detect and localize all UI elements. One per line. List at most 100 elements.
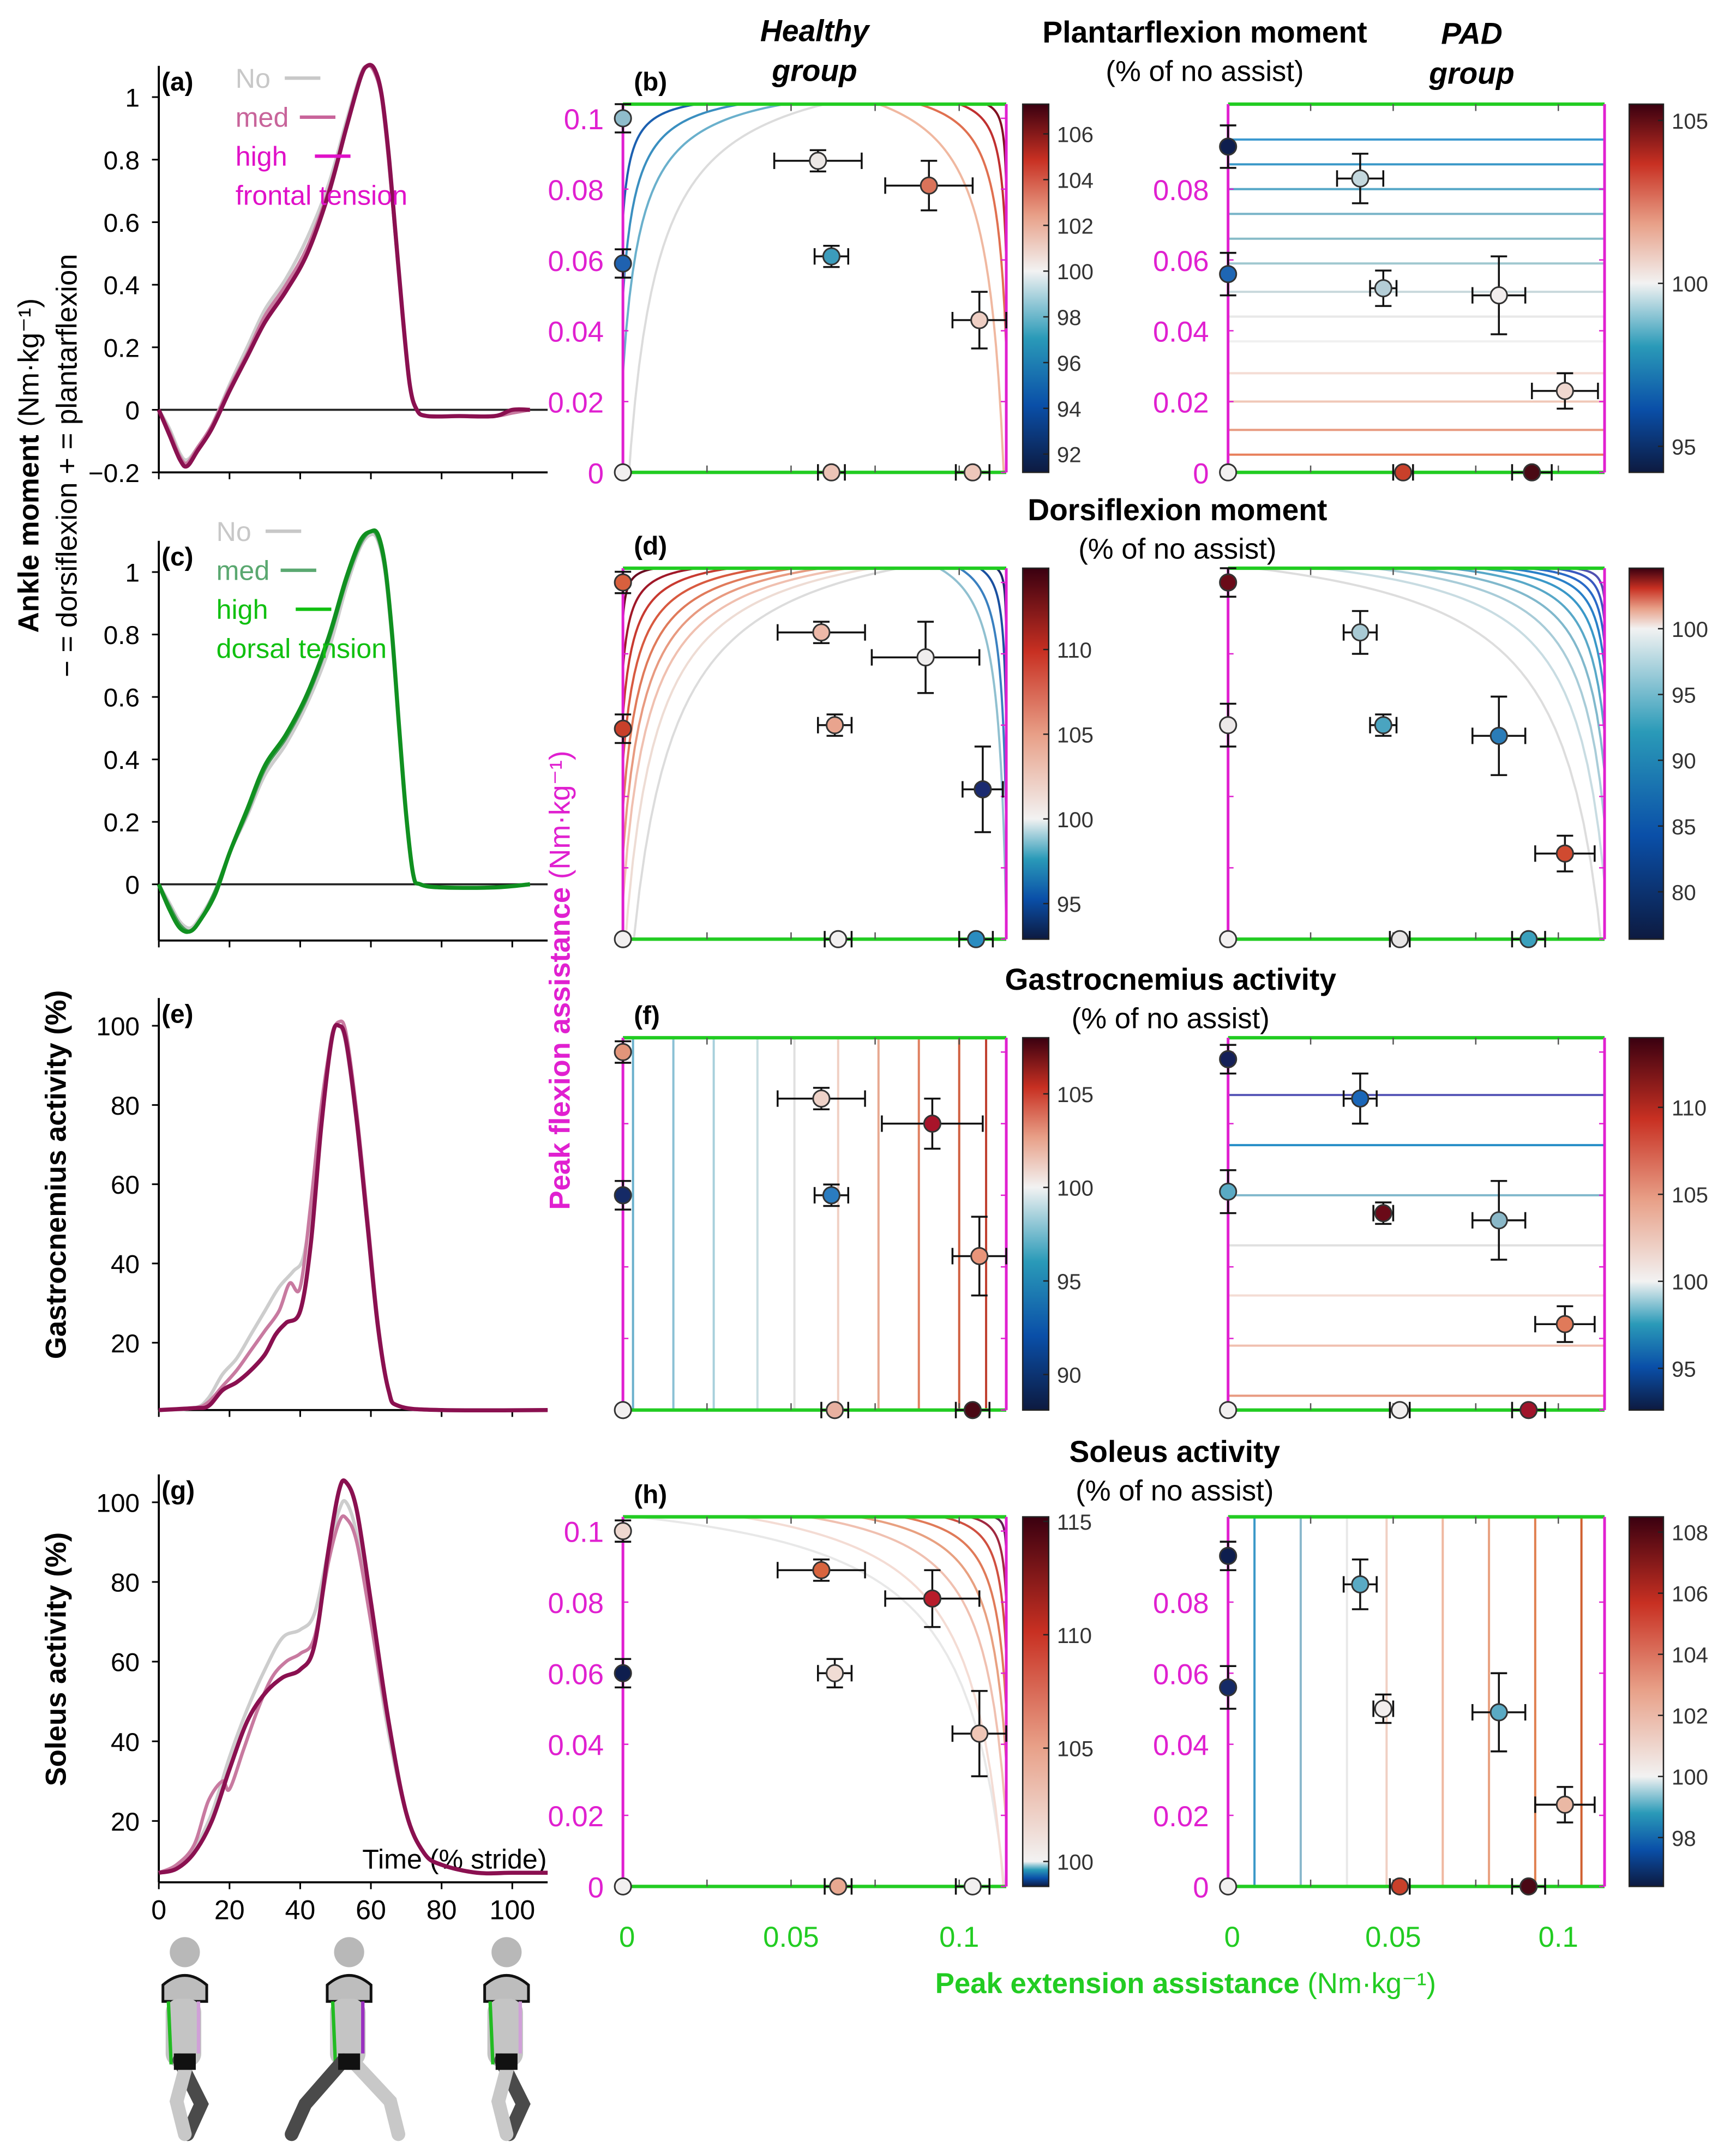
data-point bbox=[1511, 1877, 1546, 1896]
point-marker bbox=[1219, 573, 1238, 592]
point-marker bbox=[1219, 1401, 1238, 1419]
point-marker bbox=[614, 463, 632, 482]
y-tick-label: 0 bbox=[588, 1872, 604, 1904]
colorbar-scale bbox=[1628, 567, 1665, 940]
data-point bbox=[1471, 255, 1527, 335]
data-point bbox=[1372, 1693, 1395, 1724]
colorbar-tick-label: 95 bbox=[1672, 1357, 1696, 1381]
line-panel-c: 0 0.2 0.4 0.6 0.8 1 (c) No med high dorsal tension bbox=[104, 516, 548, 948]
healthy-header-line1: Healthy bbox=[760, 14, 870, 48]
contour-line bbox=[636, 1517, 1006, 1887]
point-marker bbox=[614, 930, 632, 948]
panel-label: (h) bbox=[634, 1480, 667, 1509]
y-tick-label: 0.06 bbox=[1153, 1658, 1209, 1690]
contour-line bbox=[628, 104, 825, 473]
legend-label: med bbox=[236, 102, 289, 133]
colorbar-scale bbox=[1628, 1516, 1665, 1887]
contour-line bbox=[918, 104, 1007, 349]
y-tick-label: 0 bbox=[588, 458, 604, 490]
data-point bbox=[951, 1216, 1007, 1297]
data-point bbox=[614, 103, 632, 134]
point-marker bbox=[1219, 265, 1238, 284]
data-point bbox=[1369, 269, 1398, 307]
x-tick-label: 0.1 bbox=[1539, 1921, 1578, 1953]
y-tick-label: 40 bbox=[111, 1250, 140, 1279]
point-marker bbox=[1391, 930, 1409, 948]
data-point bbox=[813, 1183, 850, 1207]
colorbar-tick-label: 94 bbox=[1057, 397, 1082, 422]
data-point bbox=[1219, 567, 1238, 598]
data-point bbox=[1471, 1180, 1527, 1261]
colorbar-tick-label: 100 bbox=[1672, 1270, 1708, 1295]
contour-line bbox=[623, 568, 849, 900]
leg-front bbox=[169, 2053, 195, 2141]
head bbox=[334, 1937, 364, 1968]
panel-label: (d) bbox=[634, 532, 667, 561]
data-point bbox=[817, 463, 846, 482]
y-tick-label: 20 bbox=[111, 1808, 140, 1837]
extension-axis-label: Peak extension assistance (Nm·kg⁻¹) bbox=[935, 1968, 1436, 2000]
data-point bbox=[1372, 1201, 1395, 1225]
data-point bbox=[1219, 463, 1238, 482]
point-marker bbox=[614, 1522, 632, 1541]
contour-lines bbox=[632, 1037, 988, 1410]
data-point bbox=[1471, 1672, 1527, 1753]
point-marker bbox=[829, 930, 848, 948]
soleus-axis-label: Soleus activity (%) bbox=[40, 1532, 72, 1786]
colorbar-tick-label: 100 bbox=[1057, 260, 1094, 284]
contour-panel-h-pad: 0 0.02 0.04 0.06 0.08 0 0.05 0.1 98 100 102 104 106 1… bbox=[1153, 1515, 1708, 1953]
contour-lines bbox=[1254, 568, 1605, 940]
y-tick-label: 0.02 bbox=[548, 387, 604, 419]
data-point bbox=[614, 570, 632, 594]
y-tick-label: 0.4 bbox=[104, 746, 140, 775]
plot-area: −0.2 0 0.2 0.4 0.6 0.8 1 (a) No med high frontal te… bbox=[88, 63, 1708, 2141]
point-marker bbox=[1374, 279, 1392, 298]
data-point bbox=[1219, 1169, 1238, 1214]
point-marker bbox=[822, 463, 840, 482]
contour-lines bbox=[636, 1517, 1007, 1887]
point-marker bbox=[1489, 1211, 1508, 1230]
data-point bbox=[954, 1401, 990, 1419]
point-marker bbox=[829, 1877, 848, 1896]
data-point bbox=[951, 291, 1007, 350]
contour-line bbox=[623, 568, 698, 669]
dorsal-cable bbox=[331, 2001, 338, 2065]
panel-label: (b) bbox=[634, 68, 667, 97]
colorbar-tick-label: 95 bbox=[1672, 683, 1696, 708]
x-tick-label: 20 bbox=[214, 1895, 245, 1926]
contour-lines bbox=[623, 568, 1007, 940]
pad-header-line2: group bbox=[1428, 56, 1514, 90]
contour-line bbox=[902, 1517, 1007, 1709]
walking-figure-icon bbox=[483, 1937, 531, 2141]
colorbar-tick-label: 85 bbox=[1672, 815, 1696, 839]
colorbar-tick-label: 102 bbox=[1672, 1704, 1708, 1729]
y-tick-label: 0.08 bbox=[1153, 175, 1209, 207]
gastrocnemius-axis-label: Gastrocnemius activity (%) bbox=[40, 990, 72, 1359]
healthy-header-line2: group bbox=[771, 53, 857, 87]
data-point bbox=[1342, 1559, 1378, 1610]
colorbar: 90 95 100 105 bbox=[1022, 1037, 1094, 1411]
data-point bbox=[614, 1877, 632, 1896]
point-marker bbox=[1555, 844, 1574, 863]
y-tick-label: 0.1 bbox=[564, 104, 604, 136]
extension-label-unit: (Nm·kg⁻¹) bbox=[1300, 1968, 1436, 2000]
colorbar-tick-label: 104 bbox=[1057, 168, 1094, 192]
colorbar: 92 94 96 98 100 102 104 106 bbox=[1022, 103, 1094, 473]
y-tick-label: 80 bbox=[111, 1569, 140, 1598]
data-point bbox=[884, 1569, 981, 1628]
data-point bbox=[1531, 372, 1599, 410]
y-tick-label: 60 bbox=[111, 1648, 140, 1677]
colorbar-tick-label: 100 bbox=[1672, 1765, 1708, 1790]
harness bbox=[161, 1974, 208, 2003]
y-tick-label: 100 bbox=[96, 1489, 140, 1518]
data-point bbox=[614, 1658, 632, 1689]
data-point bbox=[1534, 834, 1596, 873]
point-marker bbox=[812, 1561, 831, 1579]
y-tick-label: 0.1 bbox=[564, 1517, 604, 1549]
contour-line bbox=[623, 104, 785, 374]
panel-label: (e) bbox=[161, 1000, 193, 1028]
knee-brace bbox=[495, 2053, 518, 2070]
colorbar-tick-label: 102 bbox=[1057, 214, 1094, 238]
colorbar-tick-label: 98 bbox=[1672, 1826, 1696, 1851]
